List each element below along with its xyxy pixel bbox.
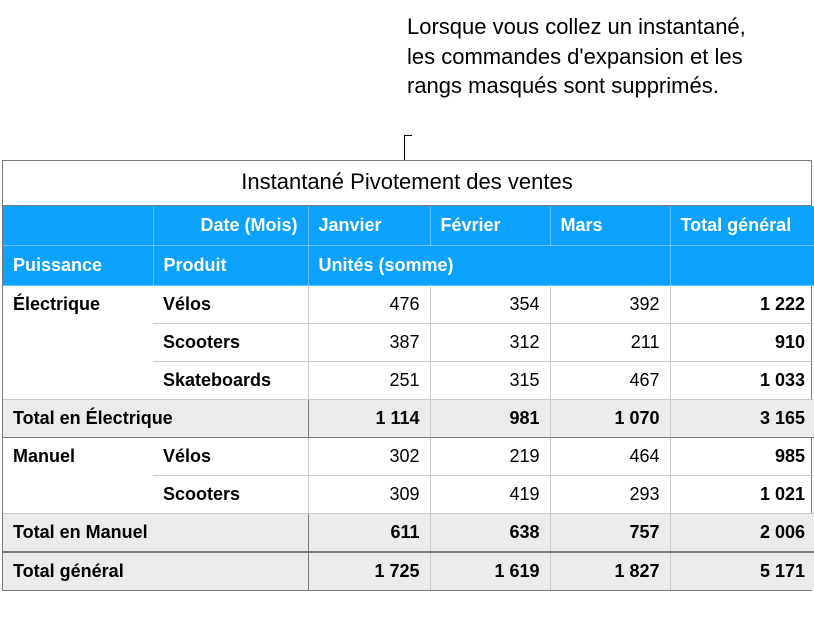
grand-total-row: Total général 1 725 1 619 1 827 5 171 [3, 552, 814, 590]
value-cell: 219 [430, 438, 550, 476]
value-cell: 251 [308, 362, 430, 400]
header-product: Produit [153, 246, 308, 286]
table-title: Instantané Pivotement des ventes [3, 161, 811, 206]
value-cell: 419 [430, 476, 550, 514]
row-total-cell: 1 021 [670, 476, 814, 514]
value-cell: 309 [308, 476, 430, 514]
subtotal-label: Total en Manuel [3, 514, 308, 553]
value-cell: 312 [430, 324, 550, 362]
header-month-2: Mars [550, 206, 670, 246]
product-cell: Vélos [153, 438, 308, 476]
header-blank-2 [670, 246, 814, 286]
header-row-1: Date (Mois) Janvier Février Mars Total g… [3, 206, 814, 246]
subtotal-row: Total en Électrique 1 114 981 1 070 3 16… [3, 400, 814, 438]
subtotal-row: Total en Manuel 611 638 757 2 006 [3, 514, 814, 553]
subtotal-value: 1 070 [550, 400, 670, 438]
header-month-0: Janvier [308, 206, 430, 246]
grand-total-value: 1 619 [430, 552, 550, 590]
subtotal-total: 3 165 [670, 400, 814, 438]
header-month-1: Février [430, 206, 550, 246]
value-cell: 315 [430, 362, 550, 400]
row-total-cell: 910 [670, 324, 814, 362]
value-cell: 293 [550, 476, 670, 514]
header-power: Puissance [3, 246, 153, 286]
value-cell: 464 [550, 438, 670, 476]
caption-text: Lorsque vous collez un instantané, les c… [407, 12, 767, 101]
header-date-label: Date (Mois) [153, 206, 308, 246]
product-cell: Scooters [153, 476, 308, 514]
value-cell: 476 [308, 286, 430, 324]
product-cell: Scooters [153, 324, 308, 362]
value-cell: 387 [308, 324, 430, 362]
category-cell: Électrique [3, 286, 153, 400]
grand-total-value: 1 827 [550, 552, 670, 590]
product-cell: Vélos [153, 286, 308, 324]
table-row: Manuel Vélos 302 219 464 985 [3, 438, 814, 476]
subtotal-value: 638 [430, 514, 550, 553]
grand-total-value: 1 725 [308, 552, 430, 590]
subtotal-value: 1 114 [308, 400, 430, 438]
header-grand-total: Total général [670, 206, 814, 246]
pivot-table-container: Instantané Pivotement des ventes Date (M… [2, 160, 812, 591]
table-row: Électrique Vélos 476 354 392 1 222 [3, 286, 814, 324]
callout-horizontal-line [404, 135, 412, 136]
header-blank-1 [3, 206, 153, 246]
row-total-cell: 1 033 [670, 362, 814, 400]
value-cell: 354 [430, 286, 550, 324]
header-units: Unités (somme) [308, 246, 670, 286]
value-cell: 302 [308, 438, 430, 476]
subtotal-value: 981 [430, 400, 550, 438]
grand-total-total: 5 171 [670, 552, 814, 590]
row-total-cell: 985 [670, 438, 814, 476]
subtotal-label: Total en Électrique [3, 400, 308, 438]
pivot-table: Date (Mois) Janvier Février Mars Total g… [3, 206, 814, 590]
category-cell: Manuel [3, 438, 153, 514]
product-cell: Skateboards [153, 362, 308, 400]
subtotal-total: 2 006 [670, 514, 814, 553]
row-total-cell: 1 222 [670, 286, 814, 324]
value-cell: 467 [550, 362, 670, 400]
value-cell: 211 [550, 324, 670, 362]
value-cell: 392 [550, 286, 670, 324]
subtotal-value: 611 [308, 514, 430, 553]
header-row-2: Puissance Produit Unités (somme) [3, 246, 814, 286]
grand-total-label: Total général [3, 552, 308, 590]
subtotal-value: 757 [550, 514, 670, 553]
